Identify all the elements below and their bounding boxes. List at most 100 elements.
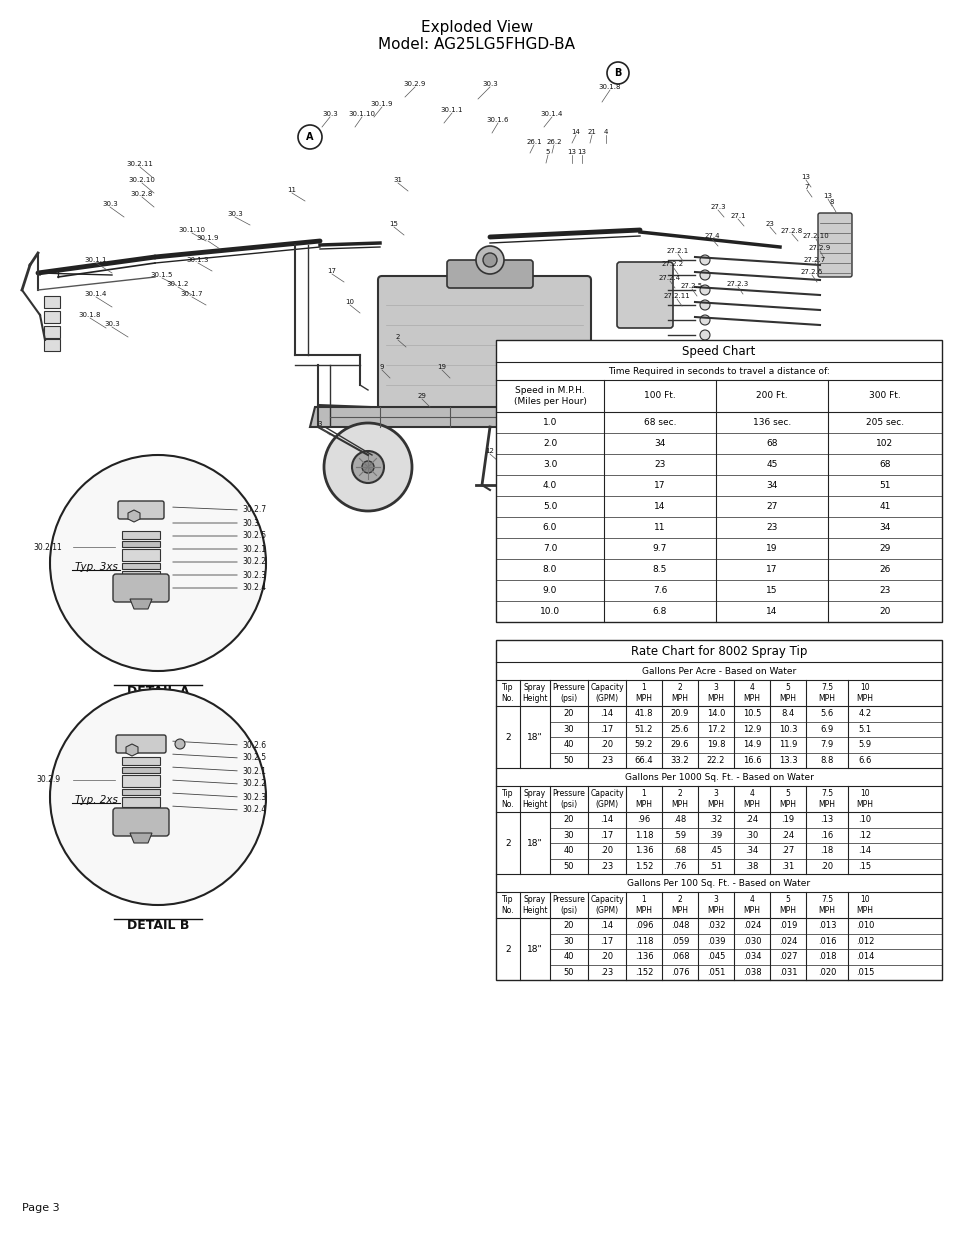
Text: .031: .031: [778, 968, 797, 977]
Text: .045: .045: [706, 952, 724, 961]
Text: .17: .17: [599, 937, 613, 946]
Text: DETAIL B: DETAIL B: [127, 919, 189, 932]
Text: 1.36: 1.36: [634, 846, 653, 856]
Text: 27.2.11: 27.2.11: [663, 293, 690, 299]
Text: 10: 10: [345, 299, 355, 305]
Circle shape: [700, 359, 709, 370]
Polygon shape: [126, 743, 138, 756]
Text: 30.1.3: 30.1.3: [187, 257, 209, 263]
Text: 33.2: 33.2: [670, 756, 689, 764]
Circle shape: [50, 689, 266, 905]
Text: 20: 20: [615, 373, 624, 379]
Text: 30.2.4: 30.2.4: [242, 583, 266, 593]
FancyBboxPatch shape: [112, 574, 169, 601]
Text: 30.1.6: 30.1.6: [486, 117, 509, 124]
Bar: [44, 311, 60, 324]
Text: 27.2.8: 27.2.8: [781, 228, 802, 233]
Text: 4
MPH: 4 MPH: [742, 683, 760, 703]
Text: 30.2.3: 30.2.3: [242, 571, 266, 579]
Text: 59.2: 59.2: [634, 740, 653, 750]
Text: .23: .23: [599, 862, 613, 871]
Text: 8.8: 8.8: [820, 756, 833, 764]
Text: 200 Ft.: 200 Ft.: [756, 391, 787, 400]
Text: .23: .23: [599, 968, 613, 977]
Text: 30.1.10: 30.1.10: [348, 111, 375, 117]
Text: .76: .76: [673, 862, 686, 871]
Text: 41: 41: [879, 501, 890, 511]
Text: 30.3: 30.3: [242, 519, 258, 527]
Text: 7.5
MPH: 7.5 MPH: [818, 895, 835, 915]
Text: 6: 6: [611, 424, 616, 429]
Text: 19: 19: [765, 543, 777, 553]
Text: 30.1.1: 30.1.1: [85, 257, 107, 263]
Text: 17: 17: [654, 480, 665, 490]
Text: 6.9: 6.9: [820, 725, 833, 734]
Text: .14: .14: [599, 815, 613, 824]
Text: 8: 8: [829, 199, 833, 205]
Text: .12: .12: [858, 831, 871, 840]
Text: 26.2: 26.2: [546, 140, 561, 144]
Text: 11: 11: [287, 186, 296, 193]
Circle shape: [700, 270, 709, 280]
Text: 15: 15: [389, 221, 398, 227]
Text: 12.9: 12.9: [742, 725, 760, 734]
Text: .59: .59: [673, 831, 686, 840]
Text: 1
MPH: 1 MPH: [635, 683, 652, 703]
Text: 1
MPH: 1 MPH: [635, 789, 652, 809]
Text: .20: .20: [820, 862, 833, 871]
Text: 23: 23: [765, 522, 777, 532]
Text: 30.1.7: 30.1.7: [180, 291, 203, 296]
Bar: [122, 571, 160, 580]
Text: 30.1.1: 30.1.1: [440, 107, 463, 112]
Text: .10: .10: [858, 815, 871, 824]
Text: 30.2.1: 30.2.1: [242, 767, 266, 776]
Circle shape: [482, 253, 497, 267]
Text: 30.2.2: 30.2.2: [242, 557, 266, 567]
Text: 27.4: 27.4: [703, 233, 719, 240]
Text: 4
MPH: 4 MPH: [742, 789, 760, 809]
Text: Page 3: Page 3: [22, 1203, 59, 1213]
Text: 18": 18": [527, 945, 542, 953]
Text: Spray
Height: Spray Height: [521, 895, 547, 915]
Circle shape: [700, 345, 709, 354]
Text: 7.6: 7.6: [652, 585, 666, 595]
Text: 12: 12: [485, 448, 494, 454]
Text: .20: .20: [599, 846, 613, 856]
Text: 30.2.1: 30.2.1: [242, 545, 266, 553]
Bar: [496, 340, 941, 622]
Text: .20: .20: [599, 952, 613, 961]
Text: 17.2: 17.2: [706, 725, 724, 734]
Text: 34: 34: [765, 480, 777, 490]
Text: 30.2.10: 30.2.10: [129, 177, 155, 183]
Text: 29: 29: [417, 393, 426, 399]
Text: 29.6: 29.6: [670, 740, 688, 750]
Text: .016: .016: [817, 937, 836, 946]
Bar: [44, 338, 60, 351]
Text: 23: 23: [879, 585, 890, 595]
Text: 14: 14: [765, 606, 777, 616]
Text: .039: .039: [706, 937, 724, 946]
Text: 6.0: 6.0: [542, 522, 557, 532]
Text: .032: .032: [706, 921, 724, 930]
Text: Tip
No.: Tip No.: [501, 683, 514, 703]
Text: 8.0: 8.0: [542, 564, 557, 574]
Bar: [44, 326, 60, 338]
Text: Gallons Per 100 Sq. Ft. - Based on Water: Gallons Per 100 Sq. Ft. - Based on Water: [627, 878, 810, 888]
Text: .013: .013: [817, 921, 836, 930]
Text: 3
MPH: 3 MPH: [707, 683, 723, 703]
Text: 23: 23: [764, 221, 774, 227]
Text: 30.1.2: 30.1.2: [167, 282, 189, 287]
Text: 13: 13: [801, 174, 810, 180]
Text: 28: 28: [495, 483, 504, 489]
Text: 2
MPH: 2 MPH: [671, 895, 688, 915]
Circle shape: [50, 454, 266, 671]
Text: Exploded View: Exploded View: [420, 20, 533, 35]
Text: 8.5: 8.5: [652, 564, 666, 574]
Text: 102: 102: [876, 438, 893, 448]
Text: 30.3: 30.3: [227, 211, 243, 217]
Text: .30: .30: [744, 831, 758, 840]
Text: 14: 14: [654, 501, 665, 511]
Text: Model: AG25LG5FHGD-BA: Model: AG25LG5FHGD-BA: [378, 37, 575, 52]
Text: .024: .024: [778, 937, 797, 946]
Text: 30.1.9: 30.1.9: [371, 101, 393, 107]
